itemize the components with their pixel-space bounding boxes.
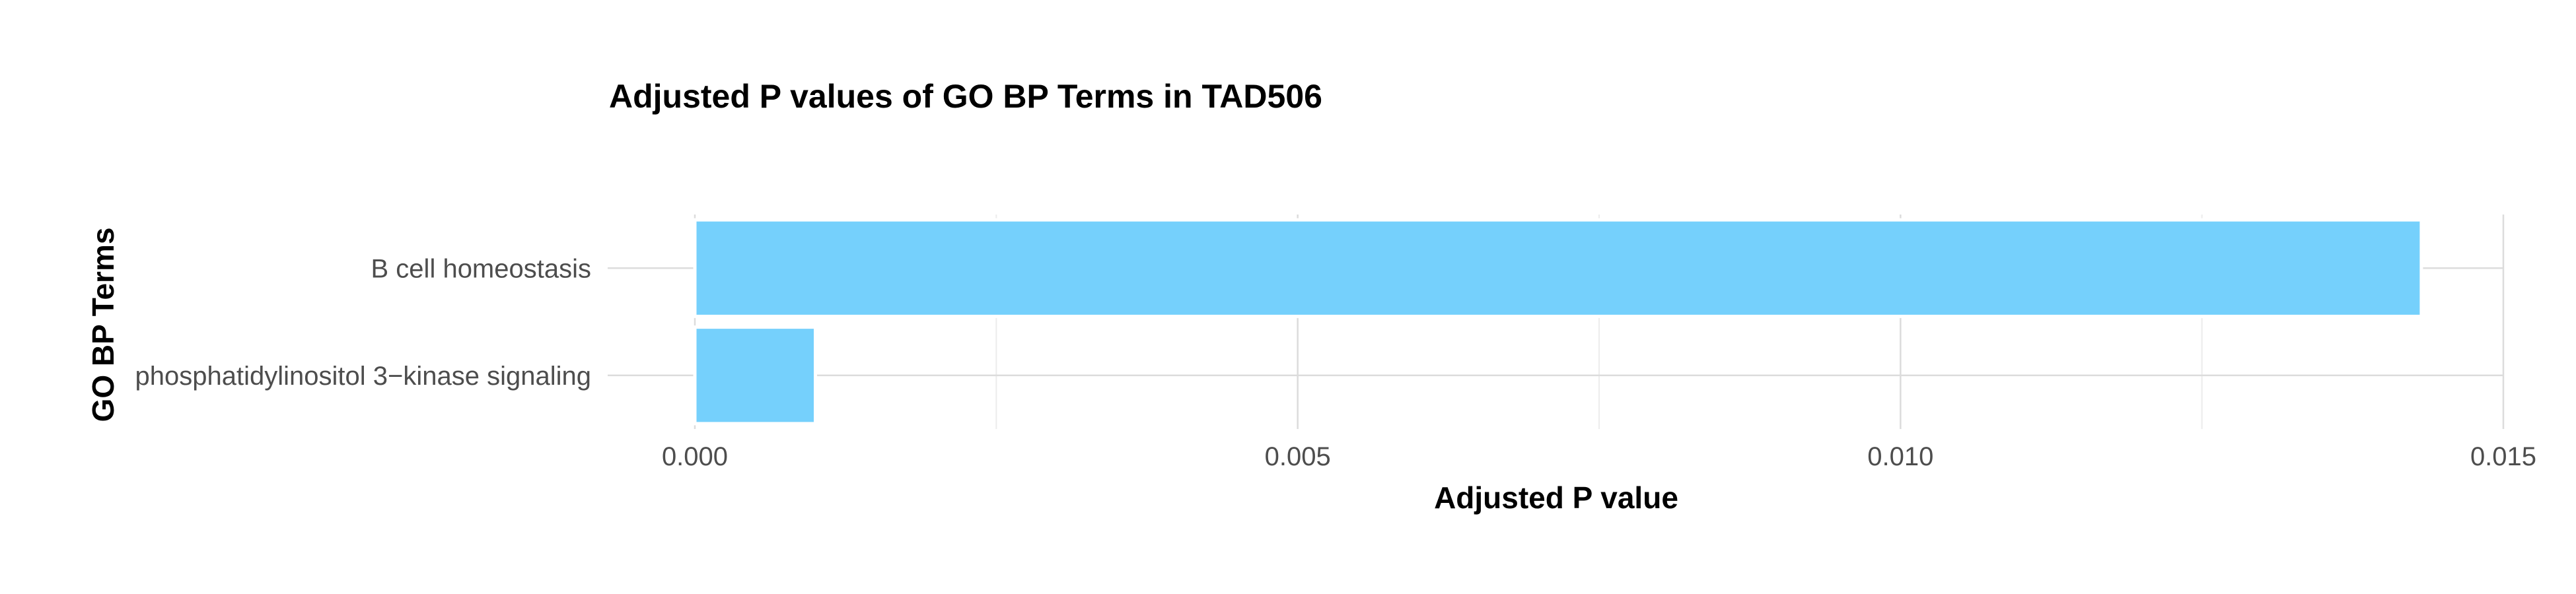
y-axis-title: GO BP Terms <box>86 228 120 422</box>
bars <box>693 218 2423 426</box>
y-axis-ticks: B cell homeostasis phosphatidylinositol 3… <box>135 254 591 391</box>
x-axis-ticks: 0.000 0.005 0.010 0.015 <box>662 442 2536 471</box>
x-tick-label: 0.010 <box>1867 442 1933 471</box>
x-tick-label: 0.000 <box>662 442 728 471</box>
y-tick-label: B cell homeostasis <box>371 254 591 283</box>
bar-2 <box>693 325 818 426</box>
bar-1 <box>693 218 2423 318</box>
x-axis-title: Adjusted P value <box>1434 480 1678 515</box>
chart-title: Adjusted P values of GO BP Terms in TAD5… <box>609 78 1322 115</box>
x-tick-label: 0.005 <box>1265 442 1331 471</box>
x-tick-label: 0.015 <box>2470 442 2536 471</box>
y-tick-label: phosphatidylinositol 3−kinase signaling <box>135 362 591 391</box>
